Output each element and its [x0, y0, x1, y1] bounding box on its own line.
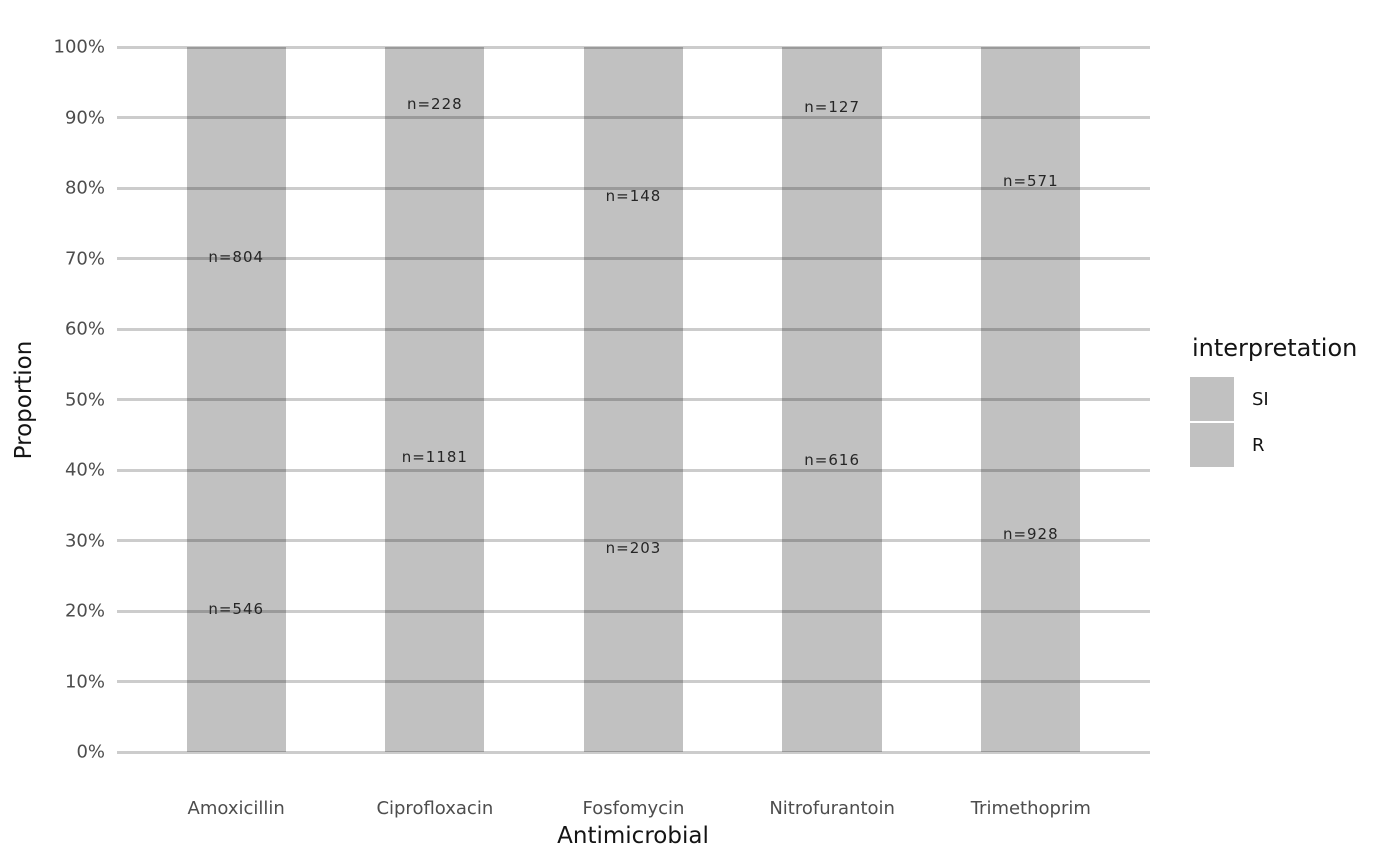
y-tick-label-60%: 60%	[64, 318, 105, 340]
bar-count-label-r-trimethoprim: n=928	[1002, 524, 1059, 543]
gridline-90%	[117, 116, 1150, 119]
bar-segment-r-ciprofloxacin	[385, 161, 485, 752]
bar-count-label-r-amoxicillin: n=546	[208, 600, 265, 619]
legend-swatch-si-icon	[1190, 377, 1234, 421]
bar-segment-si-nitrofurantoin	[782, 47, 882, 168]
y-tick-label-70%: 70%	[64, 248, 105, 269]
x-tick-label-amoxicillin: Amoxicillin	[187, 798, 285, 819]
y-tick-label-30%: 30%	[64, 530, 105, 551]
gridline-20%	[117, 609, 1150, 613]
y-tick-label-50%: 50%	[64, 389, 105, 410]
bar-segment-si-amoxicillin	[186, 47, 286, 467]
bar-segment-r-nitrofurantoin	[782, 167, 882, 752]
gridline-0%	[117, 750, 1150, 754]
gridline-60%	[117, 327, 1150, 331]
bar-count-label-si-trimethoprim: n=571	[1002, 172, 1059, 191]
bar-segment-r-amoxicillin	[186, 466, 286, 752]
gridline-70%	[117, 257, 1150, 260]
plot-panel: n=546 n=804 n=1181 n=228 n=203 n=148 n=616 n=12…	[117, 45, 1150, 754]
x-tick-label-trimethoprim: Trimethoprim	[970, 798, 1091, 819]
bar-segment-r-fosfomycin	[583, 344, 684, 752]
y-tick-label-80%: 80%	[64, 177, 105, 199]
gridline-40%	[117, 468, 1150, 472]
bar-segment-r-trimethoprim	[981, 315, 1081, 752]
bar-count-label-si-nitrofurantoin: n=127	[804, 98, 860, 117]
x-tick-label-fosfomycin: Fosfomycin	[582, 798, 685, 819]
legend-entry-r: R	[1190, 423, 1357, 467]
legend-label-r: R	[1252, 434, 1265, 456]
gridline-10%	[117, 680, 1150, 683]
bar-count-label-si-ciprofloxacin: n=228	[406, 95, 463, 114]
y-tick-label-0%: 0%	[76, 741, 105, 763]
bar-count-label-r-fosfomycin: n=203	[605, 539, 662, 558]
y-tick-label-40%: 40%	[64, 459, 105, 481]
x-tick-label-nitrofurantoin: Nitrofurantoin	[769, 798, 895, 819]
y-tick-label-90%: 90%	[64, 107, 105, 128]
bar-count-label-r-nitrofurantoin: n=616	[804, 450, 860, 469]
y-axis-title: Proportion	[11, 340, 37, 460]
bar-count-label-si-fosfomycin: n=148	[605, 186, 662, 205]
bar-segment-si-fosfomycin	[583, 47, 684, 345]
bar-count-label-si-amoxicillin: n=804	[208, 247, 265, 266]
legend: interpretation SI R	[1190, 334, 1357, 469]
gridline-80%	[117, 186, 1150, 190]
bar-segment-si-ciprofloxacin	[385, 47, 485, 162]
legend-label-si: SI	[1252, 388, 1269, 410]
legend-swatch-r-icon	[1190, 423, 1234, 467]
y-tick-label-10%: 10%	[64, 671, 105, 692]
bar-count-label-r-ciprofloxacin: n=1181	[401, 447, 468, 466]
y-tick-label-20%: 20%	[64, 600, 105, 622]
y-tick-label-100%: 100%	[53, 36, 105, 58]
bar-segment-si-trimethoprim	[981, 47, 1081, 316]
x-axis-title: Antimicrobial	[557, 823, 709, 849]
gridline-50%	[117, 398, 1150, 401]
x-tick-label-ciprofloxacin: Ciprofloxacin	[376, 798, 494, 819]
gridline-30%	[117, 539, 1150, 542]
legend-entry-si: SI	[1190, 377, 1357, 421]
gridline-100%	[117, 45, 1150, 49]
legend-title: interpretation	[1192, 334, 1358, 362]
